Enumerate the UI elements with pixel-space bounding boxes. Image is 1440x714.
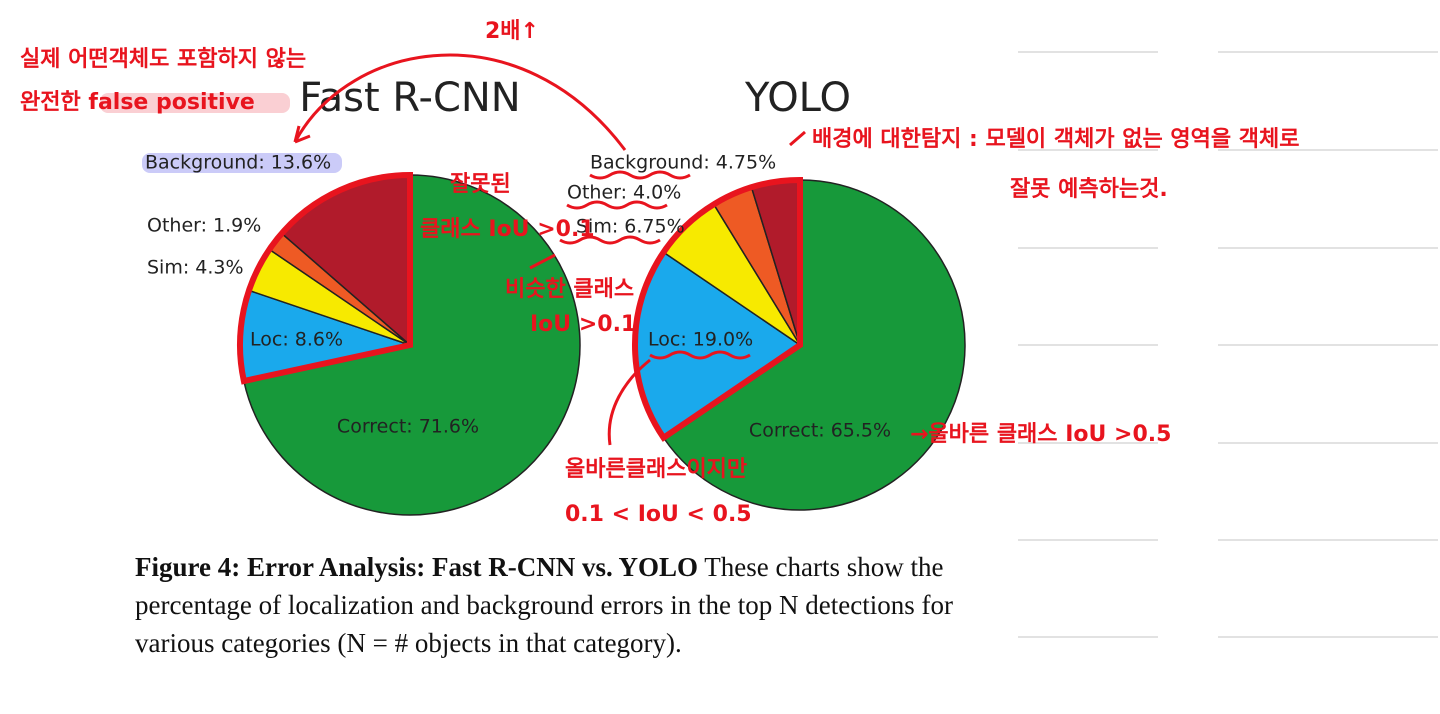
- slice-label: Loc: 8.6%: [250, 329, 343, 351]
- slice-label: Other: 1.9%: [147, 215, 261, 237]
- annotation: 올바른클래스이지만: [565, 457, 747, 482]
- slice-label: Loc: 19.0%: [648, 329, 753, 351]
- annotation: 2배↑: [485, 19, 539, 44]
- annotation: 클래스 IoU >0.1: [420, 217, 595, 242]
- pies: Fast R-CNN Correct: 71.6% Loc: 8.6% Sim: 4.…: [145, 75, 966, 516]
- slice-label: Sim: 4.3%: [147, 257, 244, 279]
- caption: Figure 4: Error Analysis: Fast R-CNN vs.…: [135, 548, 975, 662]
- annotation: 실제 어떤객체도 포함하지 않는: [20, 47, 306, 72]
- note-lines: [1018, 51, 1438, 638]
- error-outline: [632, 176, 803, 442]
- annotation: 배경에 대한탐지 : 모델이 객체가 없는 영역을 객체로: [812, 127, 1299, 152]
- slice-label: Background: 13.6%: [145, 152, 331, 174]
- caption-text: These charts show the percentage of loca…: [135, 552, 953, 658]
- slice-label: Background: 4.75%: [590, 152, 776, 174]
- slice-label: Correct: 65.5%: [749, 420, 891, 442]
- pie-slice: [662, 179, 966, 511]
- annotation: 0.1 < IoU < 0.5: [565, 502, 752, 527]
- slice-label: Other: 4.0%: [567, 182, 681, 204]
- annotation: →올바른 클래스 IoU >0.5: [910, 422, 1171, 447]
- slice-label: Sim: 6.75%: [576, 216, 685, 238]
- slice-label: Correct: 71.6%: [337, 416, 479, 438]
- highlight: [100, 93, 290, 113]
- annotation: 완전한 false positive: [20, 90, 255, 115]
- annotation: 잘못된: [450, 172, 511, 197]
- chart-title: Fast R-CNN: [299, 75, 520, 121]
- annotation: IoU >0.1: [530, 312, 636, 337]
- annotation-strokes: [293, 53, 806, 446]
- caption-bold: Figure 4: Error Analysis: Fast R-CNN vs.…: [135, 552, 698, 582]
- highlight: [142, 153, 342, 173]
- error-outline: [237, 171, 413, 385]
- chart-title: YOLO: [744, 75, 851, 121]
- annotation: 비슷한 클래스: [505, 277, 634, 302]
- annotation: 잘못 예측하는것.: [1010, 177, 1168, 202]
